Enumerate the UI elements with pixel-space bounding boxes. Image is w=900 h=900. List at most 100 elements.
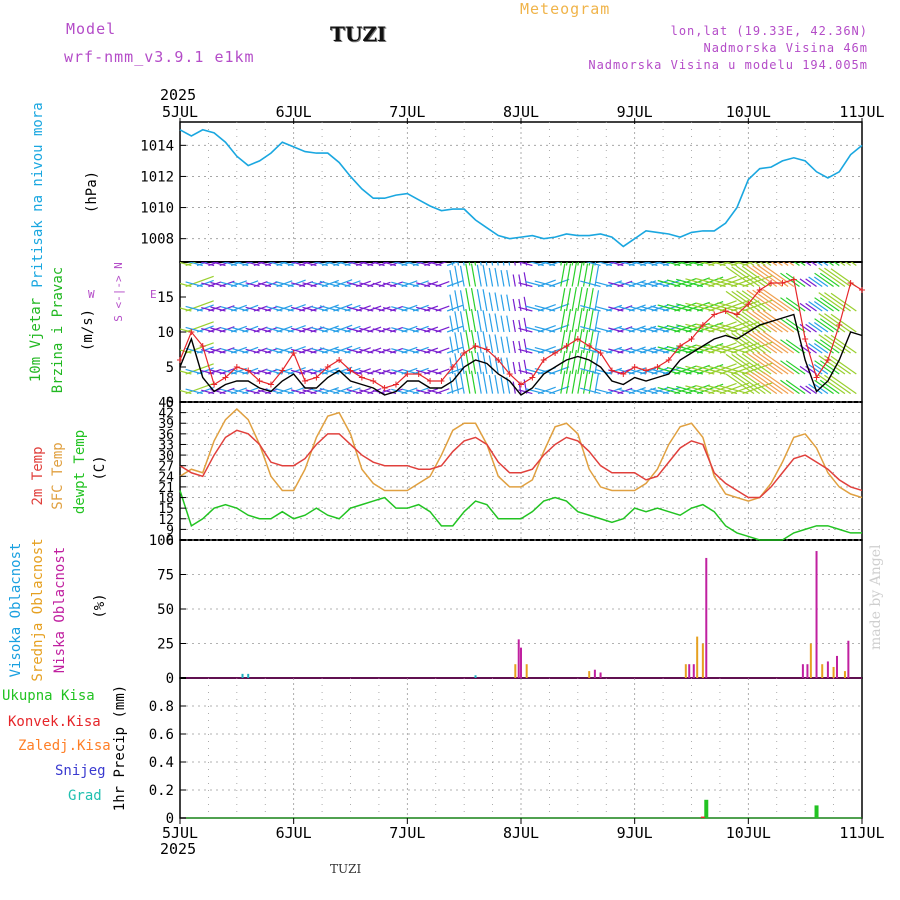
wind-arrow — [580, 325, 601, 333]
wind-arrow — [640, 305, 658, 312]
wind-arrow — [266, 388, 283, 395]
wind-arrow — [731, 363, 760, 375]
wind-arrow — [416, 262, 431, 267]
wind-arrow — [731, 373, 761, 395]
wind-arrow — [180, 370, 192, 375]
wind-arrow — [525, 326, 544, 333]
cloud-y-tick-label: 25 — [157, 637, 174, 653]
wind-arrow — [757, 330, 789, 354]
wind-arrow — [752, 372, 783, 395]
cloud-bar — [474, 675, 477, 678]
wind-arrow — [482, 264, 488, 287]
wind-arrow — [514, 262, 516, 266]
wind-arrow — [824, 267, 851, 287]
wind-arrow — [819, 339, 840, 354]
wind-arrow — [525, 347, 544, 354]
wind-arrow — [617, 347, 635, 354]
wind-arrow — [323, 262, 340, 267]
wind-arrow — [695, 344, 726, 354]
wind-arrow — [523, 338, 528, 354]
wind-arrow — [302, 327, 317, 333]
wind-arrow — [506, 336, 511, 354]
wind-arrow — [506, 315, 511, 333]
wind-arrow — [519, 262, 522, 266]
wind-arrow — [372, 370, 385, 375]
wind-arrow — [257, 282, 272, 288]
cloud-bar — [514, 664, 517, 678]
wind-arrow — [650, 368, 669, 375]
model-name: wrf-nmm_v3.9.1 e1km — [64, 48, 255, 66]
wind-arrow — [759, 262, 766, 266]
wind-arrow — [666, 279, 692, 288]
wind-arrow — [470, 330, 477, 354]
x-tick-label-bottom: 9JUL — [617, 824, 653, 842]
wind-arrow — [731, 353, 761, 375]
station-title: TUZI — [330, 22, 387, 46]
wind-arrow — [785, 339, 806, 354]
x-tick-label-top: 10JUL — [726, 103, 771, 121]
wind-arrow — [220, 281, 237, 288]
cloud-mid-label: Srednja Oblacnost — [30, 538, 46, 681]
wind-arrow — [180, 389, 192, 395]
sfc-temp-line — [179, 408, 863, 502]
dewpt-label: dewpt Temp — [72, 430, 88, 514]
temp-y-tick-label: 39 — [158, 417, 174, 432]
wind-arrow — [497, 262, 499, 266]
wind-arrow — [382, 282, 397, 288]
cloud-y-tick-label: 50 — [157, 602, 174, 618]
cloud-bar — [705, 557, 708, 678]
wind-arrow — [717, 365, 749, 375]
wind-arrow — [245, 327, 260, 333]
wind-arrow — [780, 318, 800, 333]
wind-arrow — [721, 262, 738, 267]
wind-arrow — [674, 262, 686, 267]
wind-compass-ns: S <-|-> N — [112, 262, 125, 322]
wind-gust-marker — [813, 374, 820, 381]
wind-arrow — [518, 262, 533, 267]
wind-arrow — [185, 300, 214, 312]
wind-arrow — [525, 262, 528, 266]
cloud-low-label: Niska Oblacnost — [52, 547, 68, 673]
wind-arrow — [302, 369, 317, 375]
wind-arrow — [346, 281, 363, 288]
wind-arrow — [457, 262, 460, 266]
wind-arrow — [746, 310, 778, 333]
wind-arrow — [257, 369, 272, 375]
wind-arrow — [491, 262, 494, 266]
wind-arrow — [232, 348, 249, 354]
wind-arrow — [818, 292, 846, 312]
wind-arrow — [201, 369, 215, 375]
wind-arrow — [695, 365, 726, 375]
wind-gust-marker — [790, 276, 797, 283]
wind-arrow — [666, 366, 692, 375]
wind-arrow — [334, 348, 351, 354]
cloud-bar — [520, 647, 522, 678]
wind-gust-marker — [461, 350, 468, 356]
wind-arrow — [708, 342, 737, 354]
wind-arrow — [830, 292, 857, 312]
wind-gust-marker — [847, 280, 854, 286]
wind-arrow — [372, 328, 385, 333]
wind-arrow — [476, 310, 482, 333]
wind-arrow — [416, 327, 431, 333]
wind-arrow — [465, 263, 471, 287]
wind-gust-marker — [188, 329, 195, 335]
wind-arrow — [488, 374, 494, 394]
x-tick-label-bottom: 5JUL — [162, 824, 198, 842]
wind-arrow — [674, 385, 697, 395]
x-tick-label-top: 9JUL — [617, 103, 653, 121]
wind-arrow — [334, 388, 351, 395]
wind-arrow — [785, 318, 806, 333]
wind-arrow — [446, 262, 459, 267]
wind-arrow — [446, 325, 463, 333]
wind-arrow — [824, 374, 851, 395]
wind-arrow — [257, 389, 272, 395]
wind-arrow — [596, 262, 613, 267]
wind-arrow — [725, 266, 755, 287]
cloud-bar — [684, 664, 687, 678]
wind-arrow — [819, 360, 840, 375]
wind-arrow — [180, 307, 192, 312]
wind-arrow — [708, 365, 738, 375]
wind-arrow — [185, 388, 203, 395]
